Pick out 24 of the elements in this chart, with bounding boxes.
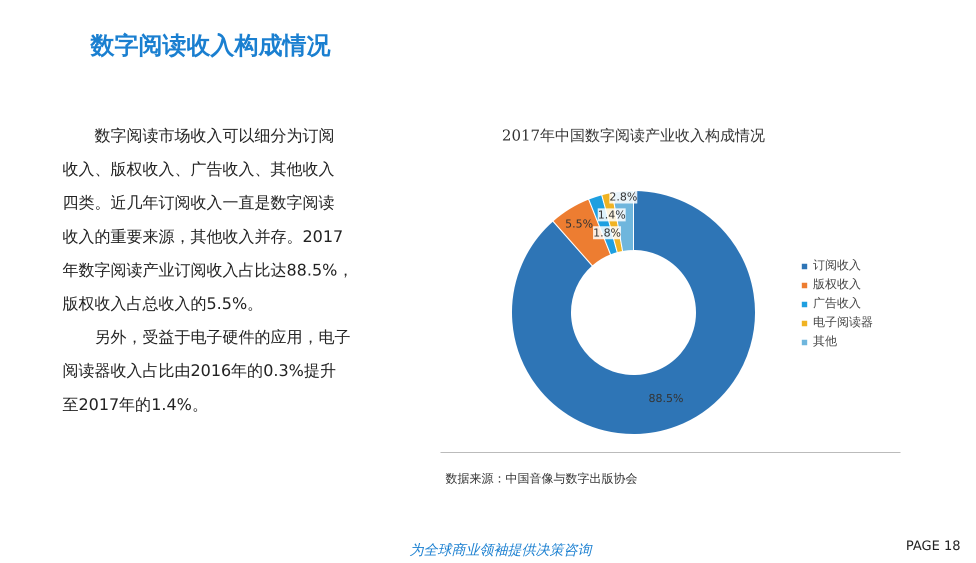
legend-label: 版权收入: [813, 276, 861, 293]
data-label: 2.8%: [609, 190, 638, 204]
legend-label: 其他: [813, 333, 837, 350]
legend-label: 订阅收入: [813, 257, 861, 274]
chart-title: 2017年中国数字阅读产业收入构成情况: [502, 126, 766, 144]
text: PAGE 18: [906, 539, 961, 554]
data-label: 5.5%: [565, 217, 594, 230]
text: 四类。近几年订阅收入一直是数字阅读: [62, 193, 334, 212]
text: 至2017年的1.4%。: [62, 394, 208, 414]
data-label: 1.8%: [593, 226, 622, 240]
text: 为全球商业领袖提供决策咨询: [410, 542, 594, 558]
legend-label: 电子阅读器: [813, 314, 873, 331]
source-note: 数据来源：中国音像与数字出版协会: [446, 472, 638, 486]
text: 数字阅读收入构成情况: [90, 32, 332, 60]
legend-label: 广告收入: [813, 295, 861, 312]
text: 另外，受益于电子硬件的应用，电子: [62, 328, 350, 347]
data-label: 1.4%: [598, 208, 626, 222]
text: 阅读器收入占比由2016年的0.3%提升: [62, 361, 336, 380]
text: 数字阅读市场收入可以细分为订阅: [62, 126, 334, 145]
text: 年数字阅读产业订阅收入占比达88.5%，: [62, 260, 354, 280]
text: 版权收入占总收入的5.5%。: [62, 294, 264, 313]
text: 收入的重要来源，其他收入并存。2017: [62, 226, 344, 246]
data-label: 88.5%: [648, 392, 684, 406]
text: 收入、版权收入、广告收入、其他收入: [62, 160, 334, 179]
